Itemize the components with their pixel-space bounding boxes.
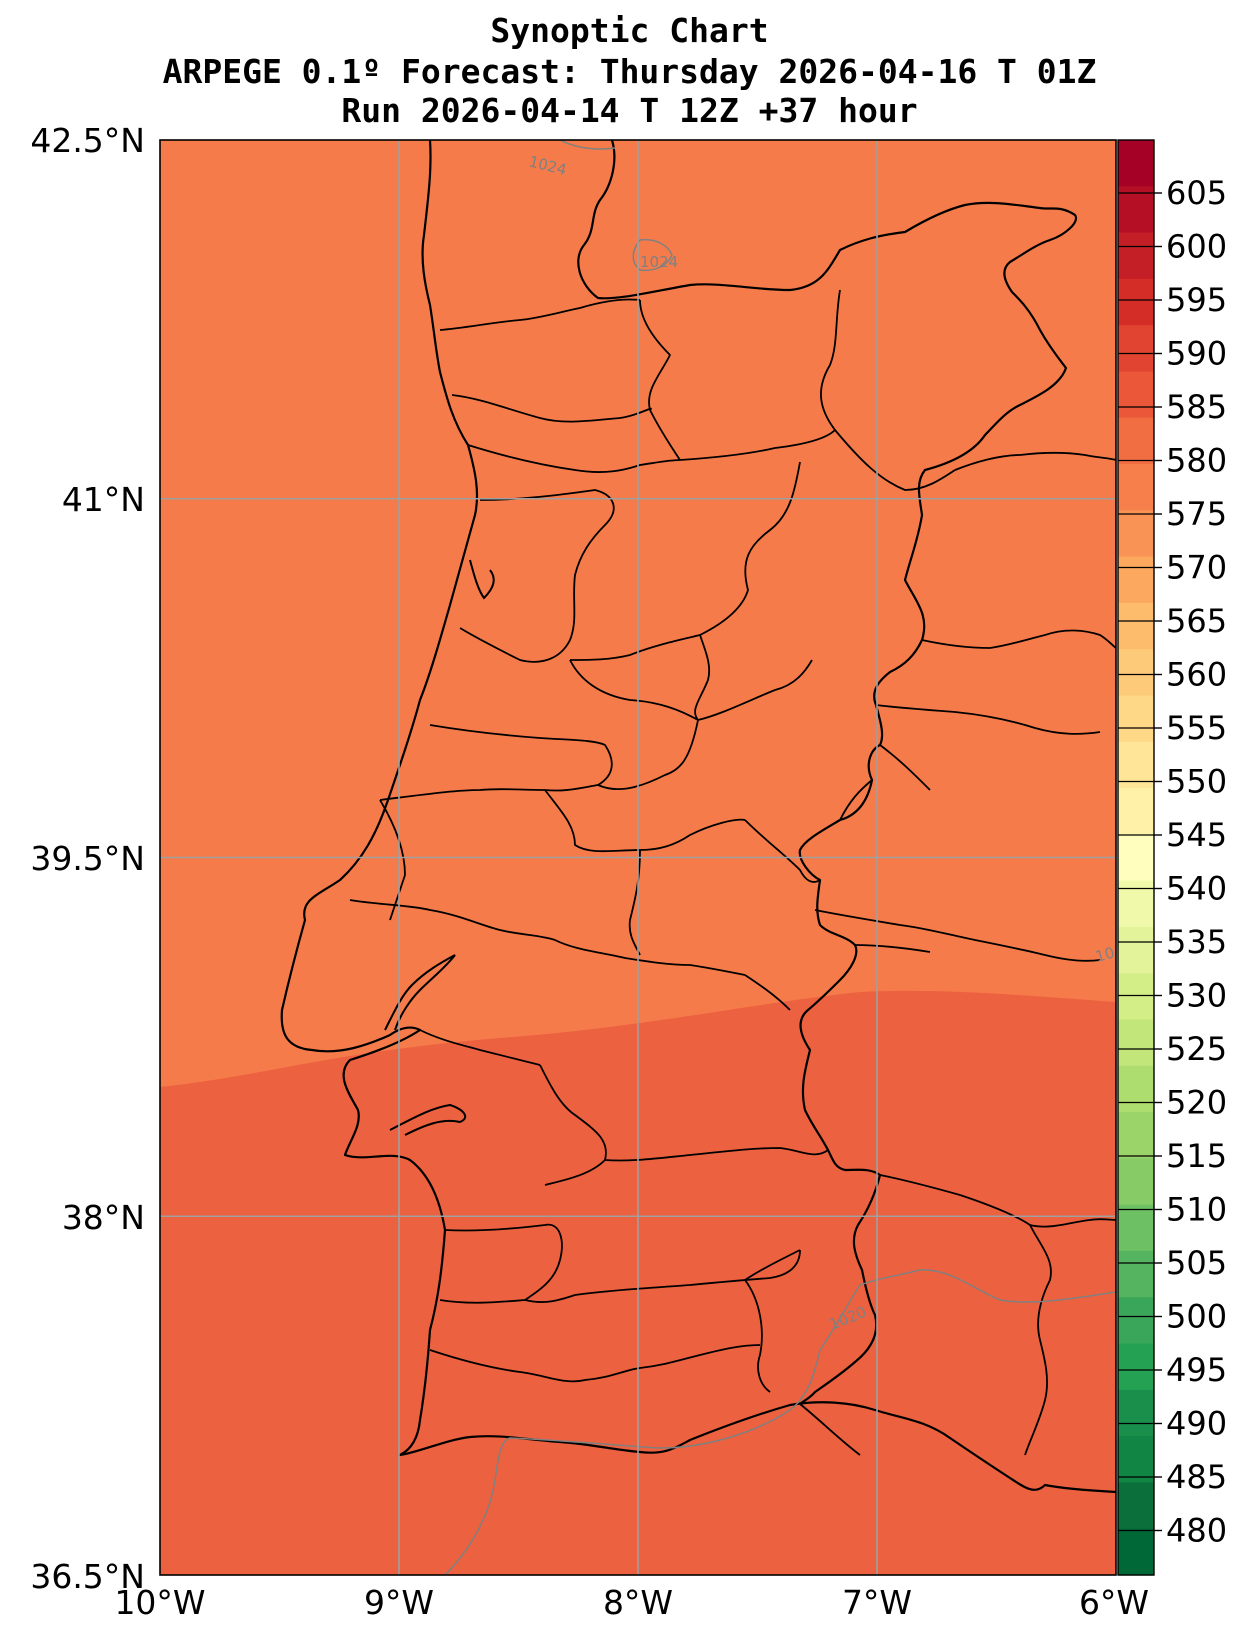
colorbar-segment: [1118, 1158, 1154, 1206]
colorbar-segment: [1118, 1204, 1154, 1252]
colorbar-label: 495: [1166, 1351, 1227, 1389]
colorbar-segment: [1118, 140, 1154, 187]
colorbar-segment: [1118, 232, 1154, 280]
colorbar-label: 590: [1166, 335, 1227, 373]
colorbar-segment: [1118, 926, 1154, 974]
colorbar-segment: [1118, 325, 1154, 373]
colorbar-segment: [1118, 186, 1154, 234]
admin-borders: [349, 289, 1116, 1456]
colorbar-label: 535: [1166, 923, 1227, 961]
colorbar-label: 565: [1166, 602, 1227, 640]
lat-tick-label: 38°N: [62, 1198, 145, 1237]
title-line-2: ARPEGE 0.1º Forecast: Thursday 2026-04-1…: [162, 52, 1097, 91]
colorbar-label: 510: [1166, 1191, 1227, 1229]
map-frame: [159, 139, 1117, 1576]
colorbar-label: 525: [1166, 1030, 1227, 1068]
colorbar-label: 520: [1166, 1084, 1227, 1122]
colorbar-segment: [1118, 510, 1154, 558]
graticule: [160, 140, 1116, 1575]
colorbar-segment: [1118, 1112, 1154, 1159]
lat-tick-label: 41°N: [62, 480, 145, 519]
colorbar-label: 595: [1166, 281, 1227, 319]
colorbar-label: 545: [1166, 816, 1227, 854]
colorbar-segment: [1118, 741, 1154, 789]
colorbar-segment: [1118, 417, 1154, 465]
lat-tick-label: 36.5°N: [30, 1557, 145, 1596]
colorbar-segment: [1118, 1019, 1154, 1067]
aveiro-lagoon: [469, 559, 495, 600]
colorbar-segment: [1118, 880, 1154, 928]
colorbar-segment: [1118, 1343, 1154, 1391]
colorbar-label: 560: [1166, 656, 1227, 694]
lon-tick-label: 8°W: [603, 1583, 673, 1622]
isobar-label: 1024: [640, 253, 678, 271]
colorbar-label: 480: [1166, 1512, 1227, 1550]
colorbar-label: 600: [1166, 228, 1227, 266]
colorbar-segment: [1118, 1436, 1154, 1484]
colorbar: [1117, 139, 1162, 1576]
latitude-axis: 42.5°N 41°N 39.5°N 38°N 36.5°N: [30, 121, 145, 1596]
colorbar-label: 555: [1166, 709, 1227, 747]
sado-estuary: [389, 1103, 467, 1136]
lon-tick-label: 7°W: [842, 1583, 912, 1622]
map-area: 1024 1024 1020 10: [160, 140, 1116, 1575]
colorbar-segment: [1118, 973, 1154, 1021]
colorbar-label: 540: [1166, 870, 1227, 908]
colorbar-label: 580: [1166, 442, 1227, 480]
colorbar-segment: [1118, 1297, 1154, 1345]
colorbar-frame: [1117, 139, 1155, 1576]
colorbar-segment: [1118, 1389, 1154, 1437]
colorbar-segment: [1118, 1065, 1154, 1113]
tagus-estuary: [384, 954, 456, 1031]
colorbar-label: 500: [1166, 1298, 1227, 1336]
colorbar-segment: [1118, 278, 1154, 326]
longitude-axis: 10°W 9°W 8°W 7°W 6°W: [114, 1583, 1149, 1622]
colorbar-label: 550: [1166, 763, 1227, 801]
colorbar-label: 485: [1166, 1458, 1227, 1496]
colorbar-label: 490: [1166, 1405, 1227, 1443]
colorbar-segment: [1118, 1528, 1154, 1576]
colorbar-segment: [1118, 1482, 1154, 1530]
colorbar-segment: [1118, 464, 1154, 511]
colorbar-segment: [1118, 371, 1154, 419]
colorbar-segment: [1118, 788, 1154, 835]
title-line-3: Run 2026-04-14 T 12Z +37 hour: [341, 91, 918, 130]
colorbar-segment: [1118, 649, 1154, 697]
colorbar-labels: 605 600 595 590 585 580 575 570 565 560 555 550 545 5…: [1166, 174, 1227, 1550]
lon-tick-label: 6°W: [1079, 1583, 1149, 1622]
colorbar-label: 605: [1166, 174, 1227, 212]
colorbar-label: 505: [1166, 1244, 1227, 1282]
colorbar-segment: [1118, 556, 1154, 604]
lon-tick-label: 10°W: [114, 1583, 205, 1622]
colorbar-segment: [1118, 602, 1154, 650]
isobar-label: 10: [1093, 944, 1116, 966]
lat-tick-label: 42.5°N: [30, 121, 145, 160]
colorbar-label: 515: [1166, 1137, 1227, 1175]
coastline: [280, 140, 1116, 1494]
title-line-1: Synoptic Chart: [490, 11, 769, 50]
colorbar-segment: [1118, 1250, 1154, 1298]
lat-tick-label: 39.5°N: [30, 839, 145, 878]
colorbar-label: 530: [1166, 977, 1227, 1015]
colorbar-label: 575: [1166, 495, 1227, 533]
spain-border: [577, 140, 1078, 1405]
lon-tick-label: 9°W: [364, 1583, 434, 1622]
colorbar-label: 570: [1166, 549, 1227, 587]
colorbar-label: 585: [1166, 388, 1227, 426]
isobar-lines: [444, 140, 1116, 1575]
colorbar-segment: [1118, 834, 1154, 882]
colorbar-segment: [1118, 695, 1154, 743]
